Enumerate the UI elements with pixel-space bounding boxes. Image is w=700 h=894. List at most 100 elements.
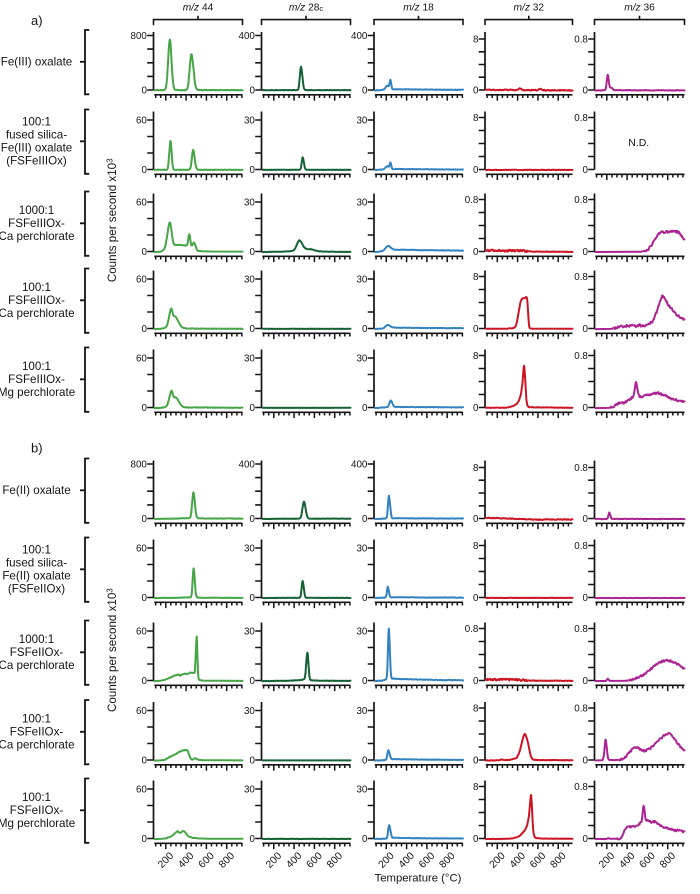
svg-text:60: 60 bbox=[136, 543, 147, 554]
svg-text:60: 60 bbox=[136, 706, 147, 717]
svg-text:0: 0 bbox=[362, 403, 368, 414]
svg-text:100:1: 100:1 bbox=[22, 791, 51, 804]
svg-text:60: 60 bbox=[136, 197, 147, 208]
svg-text:30: 30 bbox=[356, 353, 367, 364]
svg-text:0: 0 bbox=[249, 834, 255, 845]
svg-text:30: 30 bbox=[244, 274, 255, 285]
svg-text:0: 0 bbox=[141, 593, 147, 604]
svg-text:0: 0 bbox=[249, 514, 255, 525]
svg-text:30: 30 bbox=[244, 626, 255, 637]
svg-text:Counts per second x103: Counts per second x103 bbox=[106, 588, 120, 712]
svg-text:0: 0 bbox=[249, 755, 255, 766]
svg-text:FSFeIIOx-: FSFeIIOx- bbox=[10, 646, 64, 659]
svg-text:100:1: 100:1 bbox=[22, 281, 51, 294]
svg-text:30: 30 bbox=[244, 706, 255, 717]
svg-text:0: 0 bbox=[582, 676, 588, 687]
svg-text:fused silica-: fused silica- bbox=[6, 129, 67, 142]
svg-text:0: 0 bbox=[582, 85, 588, 96]
svg-text:0.8: 0.8 bbox=[574, 272, 588, 283]
svg-text:0.8: 0.8 bbox=[574, 113, 588, 124]
svg-text:0: 0 bbox=[473, 593, 479, 604]
svg-text:0: 0 bbox=[249, 247, 255, 258]
svg-text:8: 8 bbox=[473, 463, 479, 474]
svg-text:Counts per second x103: Counts per second x103 bbox=[106, 158, 120, 282]
svg-text:Ca perchlorate: Ca perchlorate bbox=[0, 739, 75, 752]
svg-text:FSFeIIIOx-: FSFeIIIOx- bbox=[8, 294, 65, 307]
svg-text:0: 0 bbox=[582, 403, 588, 414]
svg-text:0: 0 bbox=[249, 403, 255, 414]
svg-text:60: 60 bbox=[136, 784, 147, 795]
svg-text:0: 0 bbox=[582, 247, 588, 258]
svg-text:0: 0 bbox=[473, 514, 479, 525]
svg-text:0: 0 bbox=[141, 85, 147, 96]
svg-text:0: 0 bbox=[362, 324, 368, 335]
svg-text:Fe(II) oxalate: Fe(II) oxalate bbox=[2, 570, 70, 583]
svg-text:30: 30 bbox=[356, 197, 367, 208]
svg-text:30: 30 bbox=[356, 115, 367, 126]
svg-text:100:1: 100:1 bbox=[22, 360, 51, 373]
svg-text:0: 0 bbox=[249, 324, 255, 335]
svg-text:Fe(II) oxalate: Fe(II) oxalate bbox=[2, 484, 70, 497]
svg-text:0: 0 bbox=[141, 165, 147, 176]
svg-text:(FSFeIIOx): (FSFeIIOx) bbox=[8, 583, 65, 596]
svg-text:0: 0 bbox=[362, 247, 368, 258]
svg-text:60: 60 bbox=[136, 626, 147, 637]
svg-text:100:1: 100:1 bbox=[22, 116, 51, 129]
svg-text:30: 30 bbox=[244, 784, 255, 795]
svg-text:b): b) bbox=[31, 441, 43, 456]
svg-text:30: 30 bbox=[244, 115, 255, 126]
svg-text:Fe(III) oxalate: Fe(III) oxalate bbox=[1, 56, 73, 69]
svg-text:8: 8 bbox=[473, 272, 479, 283]
svg-text:FSFeIIIOx-: FSFeIIIOx- bbox=[8, 373, 65, 386]
svg-text:400: 400 bbox=[351, 31, 368, 42]
svg-text:0.8: 0.8 bbox=[574, 34, 588, 45]
svg-text:m/z 32: m/z 32 bbox=[514, 3, 545, 14]
svg-text:30: 30 bbox=[244, 197, 255, 208]
svg-text:30: 30 bbox=[356, 784, 367, 795]
svg-text:Mg perchlorate: Mg perchlorate bbox=[0, 386, 75, 399]
svg-text:0: 0 bbox=[141, 324, 147, 335]
svg-text:30: 30 bbox=[356, 626, 367, 637]
svg-text:0: 0 bbox=[141, 834, 147, 845]
svg-text:0: 0 bbox=[473, 165, 479, 176]
svg-text:0: 0 bbox=[249, 85, 255, 96]
svg-text:0.8: 0.8 bbox=[465, 195, 479, 206]
svg-text:0: 0 bbox=[582, 755, 588, 766]
svg-text:8: 8 bbox=[473, 34, 479, 45]
svg-text:FSFeIIOx-: FSFeIIOx- bbox=[10, 726, 64, 739]
svg-text:N.D.: N.D. bbox=[628, 137, 649, 149]
svg-text:60: 60 bbox=[136, 274, 147, 285]
svg-text:Mg perchlorate: Mg perchlorate bbox=[0, 817, 75, 830]
svg-text:30: 30 bbox=[356, 543, 367, 554]
svg-text:0: 0 bbox=[582, 514, 588, 525]
svg-text:0: 0 bbox=[249, 593, 255, 604]
svg-text:8: 8 bbox=[473, 541, 479, 552]
svg-text:0: 0 bbox=[582, 324, 588, 335]
svg-text:8: 8 bbox=[473, 703, 479, 714]
svg-text:m/z 44: m/z 44 bbox=[183, 3, 214, 14]
svg-text:0: 0 bbox=[473, 247, 479, 258]
svg-text:0: 0 bbox=[141, 676, 147, 687]
svg-text:Ca perchlorate: Ca perchlorate bbox=[0, 307, 75, 320]
svg-text:Fe(III) oxalate: Fe(III) oxalate bbox=[1, 142, 73, 155]
svg-text:fused silica-: fused silica- bbox=[6, 557, 67, 570]
svg-text:0: 0 bbox=[582, 165, 588, 176]
svg-text:Ca perchlorate: Ca perchlorate bbox=[0, 230, 75, 243]
svg-text:400: 400 bbox=[351, 459, 368, 470]
svg-text:0.8: 0.8 bbox=[574, 541, 588, 552]
svg-text:m/z 28c: m/z 28c bbox=[289, 3, 324, 14]
svg-text:0: 0 bbox=[362, 676, 368, 687]
svg-text:0: 0 bbox=[249, 165, 255, 176]
svg-text:60: 60 bbox=[136, 353, 147, 364]
svg-text:0: 0 bbox=[141, 403, 147, 414]
svg-text:m/z 18: m/z 18 bbox=[403, 3, 434, 14]
svg-text:100:1: 100:1 bbox=[22, 544, 51, 557]
svg-text:0: 0 bbox=[249, 676, 255, 687]
svg-text:0: 0 bbox=[362, 834, 368, 845]
svg-text:8: 8 bbox=[473, 782, 479, 793]
svg-text:0: 0 bbox=[362, 165, 368, 176]
svg-text:0: 0 bbox=[473, 324, 479, 335]
svg-text:0: 0 bbox=[473, 834, 479, 845]
svg-text:0.8: 0.8 bbox=[574, 624, 588, 635]
svg-text:(FSFeIIIOx): (FSFeIIIOx) bbox=[6, 155, 67, 168]
